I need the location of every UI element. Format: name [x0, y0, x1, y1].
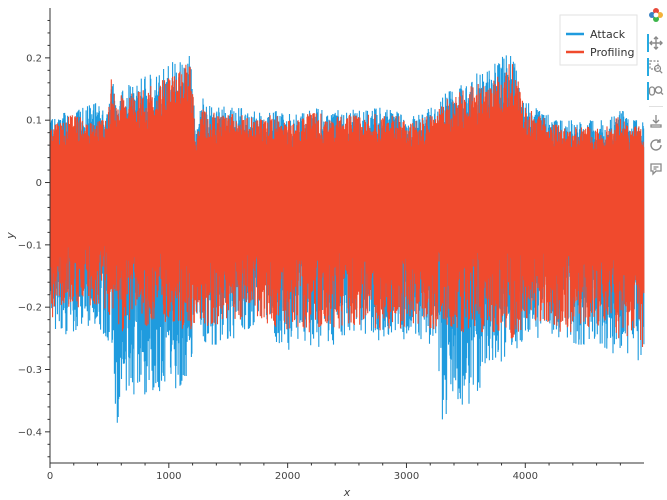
reset-icon[interactable] [647, 136, 665, 154]
x-axis-title: x [343, 486, 351, 499]
pan-icon[interactable] [647, 34, 665, 52]
legend[interactable]: Attack Profiling [559, 14, 638, 66]
y-tick-label: −0.1 [18, 240, 42, 251]
legend-item-profiling[interactable]: Profiling [566, 46, 634, 59]
toolbar-separator [649, 106, 663, 107]
x-tick-label: 4000 [513, 471, 538, 482]
y-tick-label: −0.4 [18, 427, 42, 438]
x-tick-label: 0 [47, 471, 53, 482]
x-tick-label: 1000 [156, 471, 181, 482]
y-tick-label: 0.2 [26, 53, 42, 64]
series-layer [49, 55, 645, 423]
save-icon[interactable] [647, 112, 665, 130]
series-line-profiling [49, 64, 645, 348]
toolbar [645, 4, 667, 496]
hover-icon[interactable] [647, 160, 665, 178]
wheel-zoom-icon[interactable] [647, 82, 665, 100]
axes-layer: 0.2 0.1 0 −0.1 −0.2 −0.3 −0.4 0 1000 2000 3000 4000… [4, 8, 644, 499]
y-tick-label: −0.2 [18, 303, 42, 314]
y-axis-title: y [4, 232, 17, 240]
y-tick-label: −0.3 [18, 365, 42, 376]
y-tick-label: 0.1 [26, 116, 42, 127]
legend-box [559, 14, 638, 66]
legend-item-attack[interactable]: Attack [566, 28, 626, 41]
legend-label-attack: Attack [590, 28, 626, 41]
x-tick-label: 2000 [275, 471, 300, 482]
legend-label-profiling: Profiling [590, 46, 634, 59]
y-tick-label: 0 [36, 178, 42, 189]
box-zoom-icon[interactable] [647, 58, 665, 76]
x-tick-label: 3000 [394, 471, 419, 482]
bokeh-logo-icon[interactable] [647, 6, 665, 24]
